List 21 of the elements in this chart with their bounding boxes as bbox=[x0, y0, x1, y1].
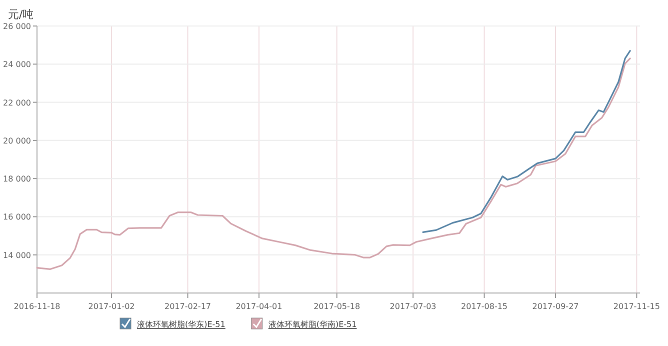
y-tick-label: 14 000 bbox=[3, 250, 31, 260]
x-tick-label: 2017-08-15 bbox=[461, 302, 508, 311]
legend-item: 液体环氧树脂(华东)E-51 bbox=[120, 318, 226, 330]
x-tick-label: 2017-01-02 bbox=[88, 302, 135, 311]
x-tick-label: 2017-05-18 bbox=[314, 302, 360, 311]
x-tick-label: 2017-09-27 bbox=[532, 302, 579, 311]
legend-label: 液体环氧树脂(华东)E-51 bbox=[137, 320, 226, 329]
legend-label: 液体环氧树脂(华南)E-51 bbox=[268, 320, 357, 329]
y-tick-label: 24 000 bbox=[3, 60, 31, 70]
x-tick-label: 2017-07-03 bbox=[390, 302, 436, 311]
legend-item: 液体环氧树脂(华南)E-51 bbox=[251, 318, 357, 330]
x-tick-label: 2017-02-17 bbox=[164, 302, 211, 311]
y-tick-label: 26 000 bbox=[3, 22, 31, 31]
x-tick-label: 2017-11-15 bbox=[613, 302, 660, 311]
y-tick-label: 22 000 bbox=[3, 98, 31, 108]
y-tick-label: 20 000 bbox=[3, 136, 31, 146]
y-tick-label: 16 000 bbox=[3, 212, 31, 222]
x-tick-label: 2017-04-01 bbox=[236, 302, 282, 311]
x-tick-label: 2016-11-18 bbox=[14, 302, 60, 311]
y-tick-label: 18 000 bbox=[3, 174, 31, 184]
y-axis-title: 元/吨 bbox=[8, 8, 34, 21]
